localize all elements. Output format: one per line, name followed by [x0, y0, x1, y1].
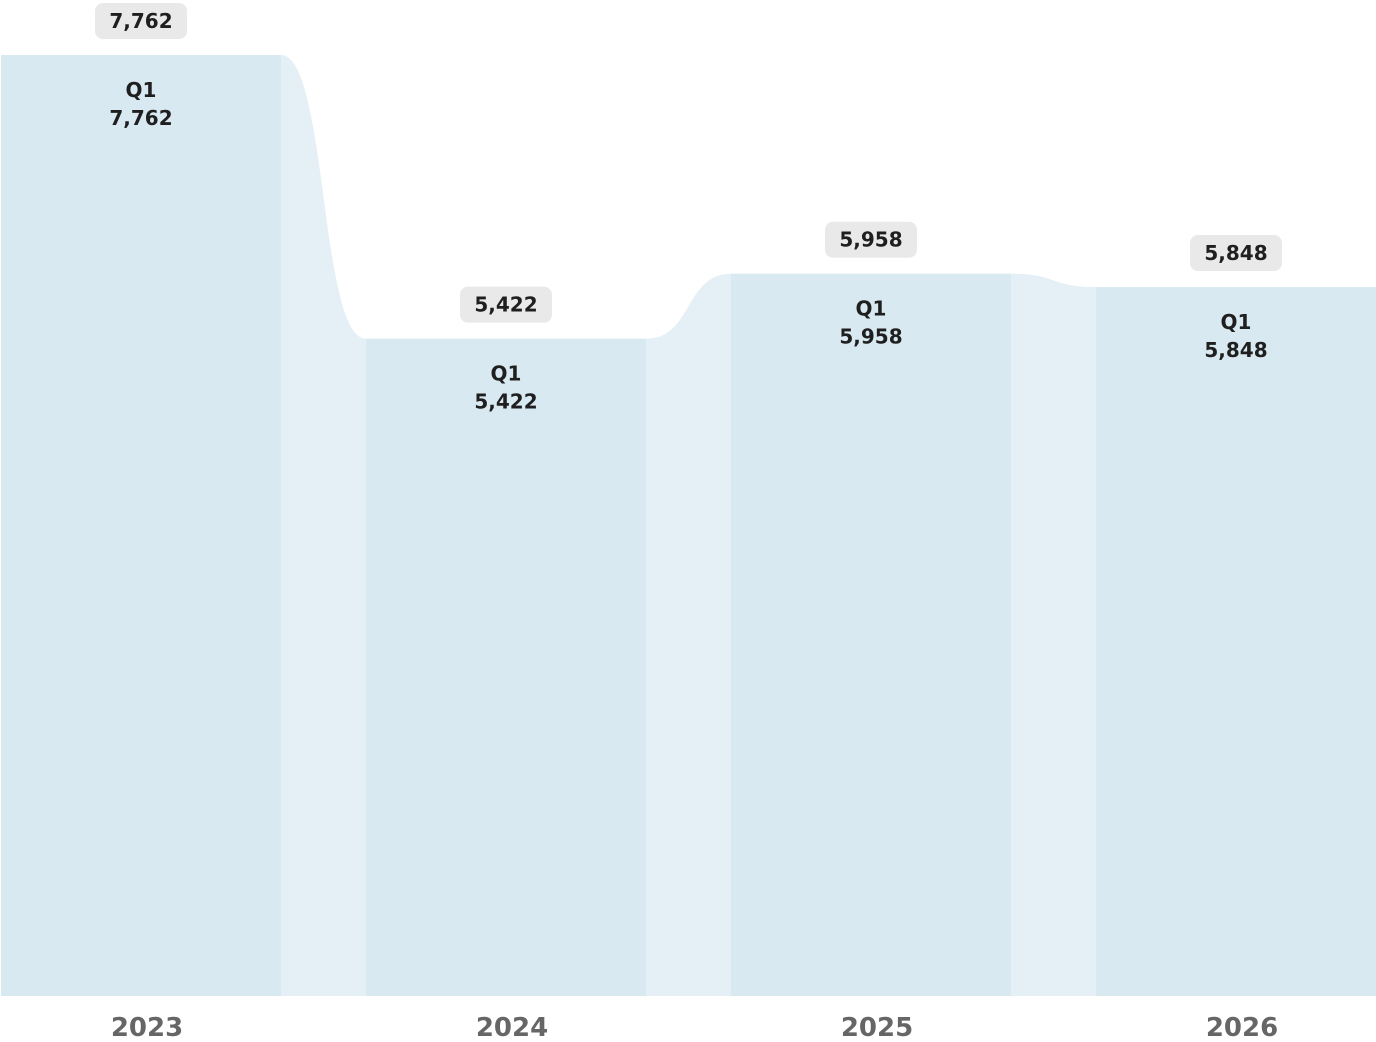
total-pill-2026 — [1190, 235, 1282, 272]
segment-series-label-2024: Q1 — [491, 362, 522, 386]
total-pill-2025 — [825, 221, 917, 258]
total-pill-2024 — [460, 286, 552, 323]
segment-value-label-2026: 5,848 — [1204, 338, 1267, 362]
x-tick-label-2023: 2023 — [111, 1013, 183, 1042]
data-labels: 7,762 Q1 7,762 5,422 Q1 5,422 5,958 Q1 5,958 5,84… — [95, 3, 1282, 414]
total-label-2023: 7,762 — [109, 9, 172, 33]
bar-connectors — [281, 55, 1096, 996]
total-label-2024: 5,422 — [474, 293, 537, 317]
bars — [1, 55, 1376, 997]
segment-value-label-2023: 7,762 — [109, 106, 172, 130]
segment-series-label-2026: Q1 — [1221, 310, 1252, 334]
segment-series-label-2025: Q1 — [856, 297, 887, 321]
total-pill-2023 — [95, 3, 187, 39]
total-label-2025: 5,958 — [839, 228, 902, 252]
x-tick-label-2026: 2026 — [1206, 1013, 1278, 1042]
bar-2025 — [731, 273, 1011, 996]
segment-series-label-2023: Q1 — [126, 78, 157, 102]
segment-value-label-2025: 5,958 — [839, 325, 902, 349]
x-tick-label-2024: 2024 — [476, 1013, 548, 1042]
x-axis: 2023 2024 2025 2026 — [111, 1013, 1278, 1042]
connector-2025-2026 — [1011, 273, 1096, 996]
bar-2026 — [1096, 287, 1376, 996]
total-label-2026: 5,848 — [1204, 241, 1267, 265]
bar-2024 — [366, 338, 646, 997]
bar-2023 — [1, 55, 281, 996]
connector-2023-2024 — [281, 55, 366, 996]
connector-2024-2025 — [646, 273, 731, 996]
segment-value-label-2024: 5,422 — [474, 390, 537, 414]
x-tick-label-2025: 2025 — [841, 1013, 913, 1042]
